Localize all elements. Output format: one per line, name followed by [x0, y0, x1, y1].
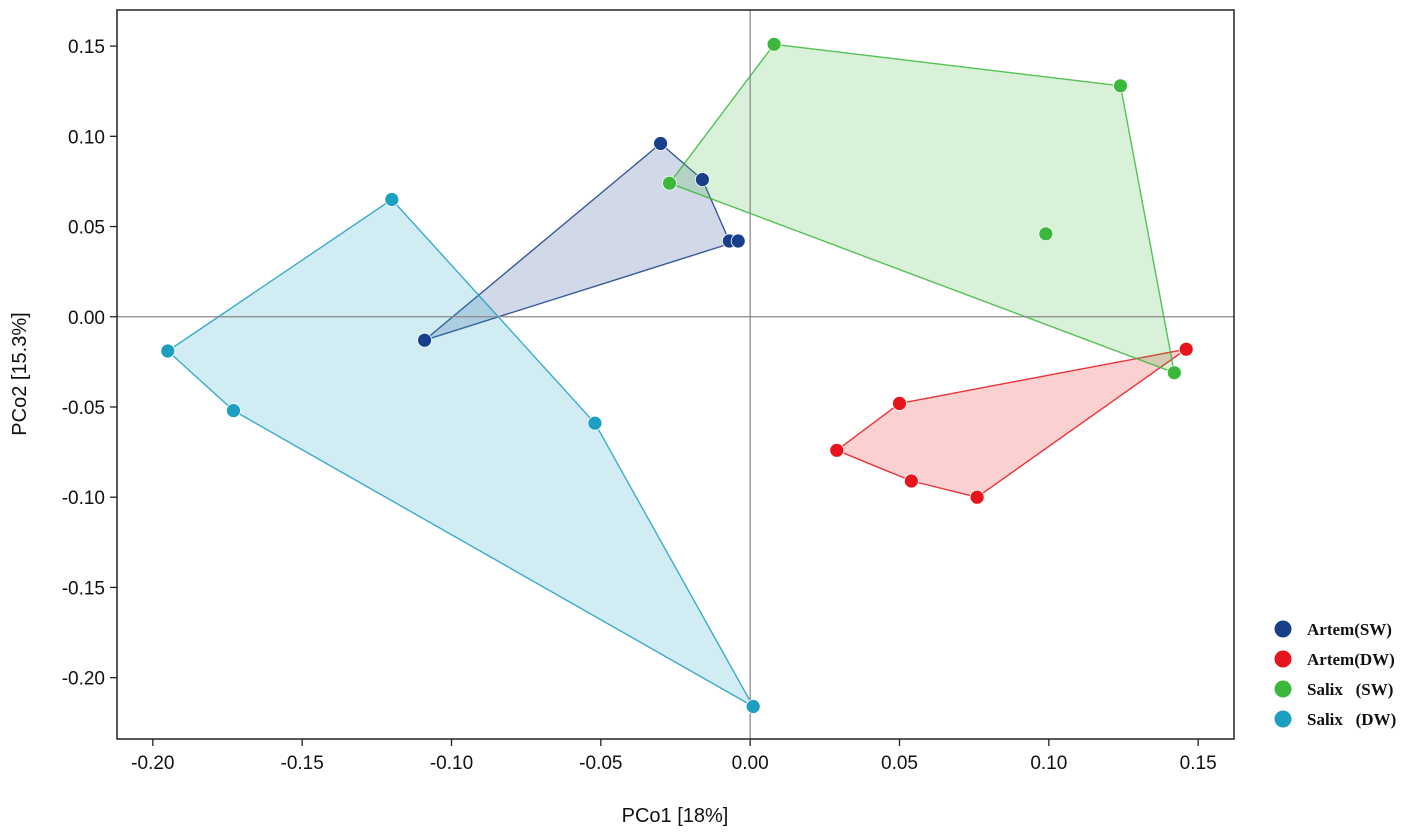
legend-marker-1: [1274, 650, 1292, 668]
data-point-s3-p3: [587, 415, 603, 431]
y-tick-label: -0.05: [62, 398, 105, 419]
x-tick-label: -0.10: [430, 753, 473, 774]
legend-marker-3: [1274, 710, 1292, 728]
y-axis-title: PCo2 [15.3%]: [9, 312, 31, 435]
data-point-s0-p4: [417, 332, 433, 348]
data-point-s1-p1: [892, 395, 907, 411]
legend-marker-2: [1274, 680, 1292, 698]
x-tick-label: 0.00: [732, 753, 769, 774]
legend: Artem(SW) Artem(DW) Salix (SW) Salix (DW): [1274, 620, 1396, 729]
x-tick-label: -0.20: [131, 753, 174, 774]
y-tick-label: -0.10: [62, 488, 105, 509]
data-point-s0-p0: [653, 136, 668, 151]
x-tick-label: -0.05: [579, 753, 622, 774]
data-point-s2-p0: [766, 36, 782, 52]
legend-label-2: Salix (SW): [1307, 680, 1393, 699]
data-point-s3-p1: [160, 343, 176, 359]
y-tick-label: -0.15: [62, 578, 105, 599]
reference-lines: [117, 10, 1234, 739]
y-axis-ticks: 0.15 0.10 0.05 0.00 -0.05 -0.10 -0.15 -0.20: [62, 37, 117, 690]
hull-3: [167, 198, 754, 708]
data-point-s2-p4: [1166, 365, 1182, 381]
points-layer: [160, 36, 1194, 714]
x-tick-label: 0.10: [1030, 753, 1067, 774]
data-point-s0-p3: [730, 233, 746, 249]
data-point-s2-p1: [1113, 78, 1128, 94]
data-point-s1-p0: [1178, 341, 1194, 357]
legend-label-0: Artem(SW): [1307, 620, 1392, 639]
data-point-s3-p2: [226, 403, 241, 419]
y-tick-label: 0.10: [68, 127, 105, 148]
y-tick-label: -0.20: [62, 669, 105, 690]
legend-label-1: Artem(DW): [1307, 650, 1395, 669]
x-tick-label: 0.05: [881, 753, 918, 774]
data-point-s3-p4: [745, 699, 761, 714]
x-tick-label: -0.15: [281, 753, 324, 774]
x-axis-ticks: -0.20 -0.15 -0.10 -0.05 0.00 0.05 0.10 0.15: [131, 739, 1217, 774]
data-point-s2-p3: [1038, 226, 1054, 242]
y-tick-label: 0.05: [68, 218, 105, 239]
legend-marker-0: [1274, 620, 1292, 638]
data-point-s2-p2: [662, 175, 677, 191]
x-tick-label: 0.15: [1180, 753, 1217, 774]
hulls-layer: [167, 43, 1187, 708]
legend-label-3: Salix (DW): [1307, 710, 1396, 729]
hull-2: [668, 43, 1176, 374]
y-tick-label: 0.15: [68, 37, 105, 58]
hull-1: [836, 348, 1187, 498]
plot-frame: [116, 9, 1235, 740]
data-point-s1-p4: [969, 489, 985, 505]
data-point-s1-p3: [904, 473, 919, 489]
data-point-s3-p0: [384, 192, 400, 207]
y-tick-label: 0.00: [68, 308, 105, 329]
x-axis-title: PCo1 [18%]: [622, 805, 729, 827]
data-point-s0-p1: [695, 172, 710, 188]
data-point-s1-p2: [829, 442, 845, 458]
